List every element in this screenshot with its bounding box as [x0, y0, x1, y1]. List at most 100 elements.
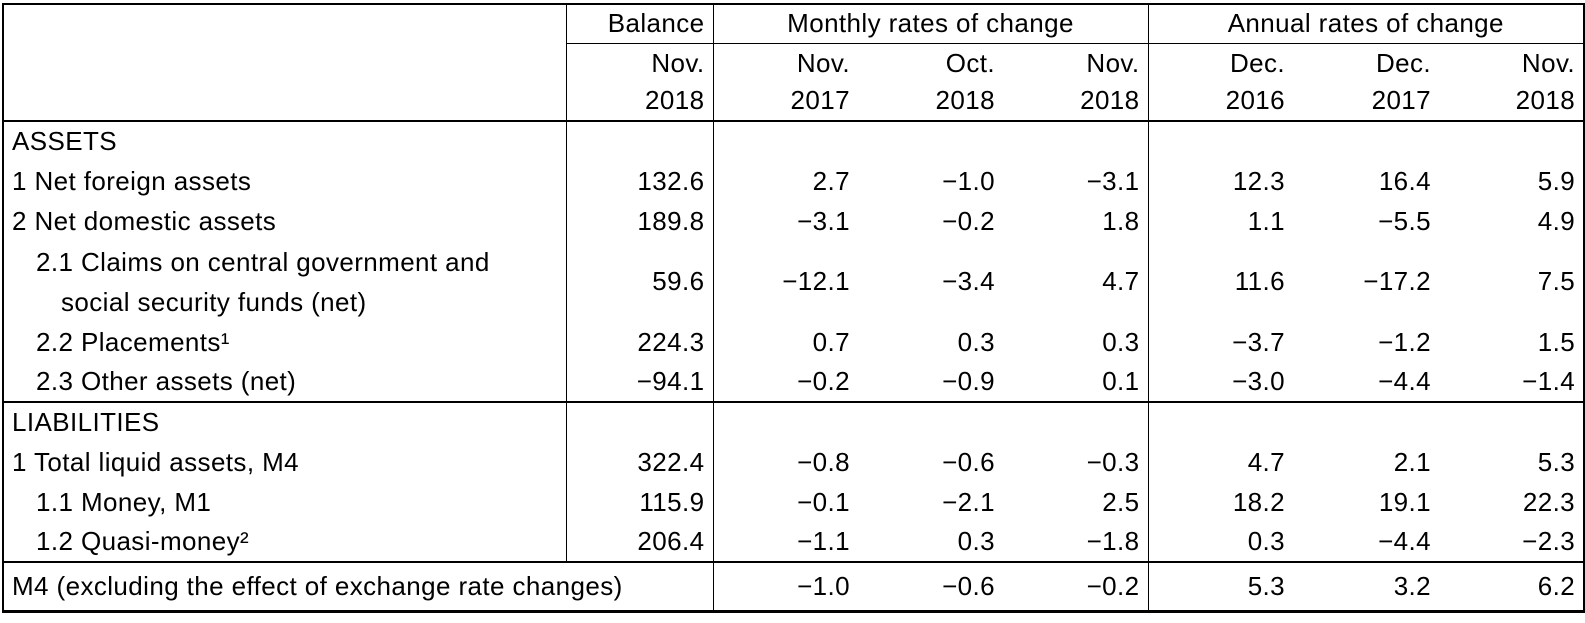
value-cell: −0.8	[712, 442, 858, 482]
value-cell: 0.7	[712, 322, 858, 362]
value-cell: 18.2	[1147, 482, 1294, 522]
value-cell: −3.0	[1147, 362, 1294, 402]
row-label: 2.3 Other assets (net)	[36, 366, 297, 396]
value-cell: 0.3	[957, 526, 995, 556]
value-cell: 5.9	[1537, 165, 1576, 196]
value-cell: 1.1	[1147, 201, 1294, 241]
period-month: Nov.	[651, 47, 705, 78]
value-cell: −0.6	[942, 446, 995, 477]
value-cell: −0.3	[1086, 446, 1140, 477]
value-cell: 4.9	[1537, 205, 1576, 236]
value-cell: −1.0	[942, 165, 995, 196]
value-cell: 22.3	[1522, 486, 1576, 517]
value-cell: 0.1	[1102, 366, 1140, 396]
period-header: Dec. 2016	[1147, 43, 1294, 122]
period-header: Oct. 2018	[858, 43, 1003, 122]
period-year: 2018	[1515, 84, 1576, 115]
value-cell: −3.4	[942, 266, 995, 296]
value-cell: 1.8	[1102, 205, 1140, 236]
period-month: Dec.	[1229, 47, 1286, 78]
row-label-line1: 2.1 Claims on central government and	[36, 246, 490, 277]
row-label: 1 Net foreign assets	[12, 165, 252, 196]
column-group-balance: Balance	[565, 4, 713, 44]
period-year: 2018	[935, 84, 995, 115]
value-cell: −1.4	[1522, 366, 1576, 396]
period-month: Oct.	[945, 47, 995, 78]
footer-row-m4-adjusted: M4 (excluding the effect of exchange rat…	[3, 561, 1585, 611]
value-cell: −3.7	[1147, 322, 1294, 362]
value-cell: −4.4	[1378, 526, 1432, 556]
value-cell: −12.1	[712, 241, 858, 322]
table-row: 2 Net domestic assets 189.8 −3.1 −0.2 1.…	[3, 201, 1584, 241]
value-cell: −0.2	[712, 362, 858, 402]
period-header: Nov. 2017	[712, 43, 858, 122]
value-cell: 0.3	[1102, 326, 1140, 357]
section-label: LIABILITIES	[3, 401, 566, 442]
value-cell: 2.5	[1102, 486, 1140, 517]
balance-cell: 115.9	[565, 482, 713, 522]
value-cell: −3.1	[1086, 165, 1140, 196]
empty-cell	[565, 121, 713, 161]
period-year: 2018	[645, 84, 705, 115]
period-month: Dec.	[1375, 47, 1432, 78]
value-cell: −0.1	[712, 482, 858, 522]
value-cell: −0.2	[1003, 561, 1149, 611]
value-cell: −3.1	[712, 201, 858, 241]
empty-cell	[1147, 121, 1585, 161]
row-label: 2 Net domestic assets	[12, 205, 277, 236]
balance-cell: 322.4	[565, 442, 713, 482]
value-cell: −4.4	[1378, 366, 1432, 396]
period-month: Nov.	[796, 47, 850, 78]
column-group-monthly: Monthly rates of change	[712, 4, 1149, 44]
value-cell: −1.0	[712, 561, 858, 611]
value-cell: 19.1	[1378, 486, 1432, 517]
period-header: Dec. 2017	[1293, 43, 1440, 122]
value-cell: −17.2	[1363, 266, 1432, 296]
value-cell: −0.9	[942, 366, 995, 396]
balance-cell: 189.8	[565, 201, 713, 241]
value-cell: −1.8	[1086, 526, 1140, 556]
empty-cell	[712, 401, 1149, 442]
value-cell: 2.7	[712, 161, 858, 201]
value-cell: 0.3	[957, 326, 995, 357]
table-row: 2.2 Placements¹ 224.3 0.7 0.3 0.3 −3.7 −…	[3, 322, 1584, 362]
table-row: 2.3 Other assets (net) −94.1 −0.2 −0.9 0…	[3, 362, 1584, 402]
value-cell: 1.5	[1537, 326, 1576, 357]
period-year: 2017	[1371, 84, 1432, 115]
balance-cell: −94.1	[565, 362, 713, 402]
value-cell: 2.1	[1393, 446, 1432, 477]
footer-label: M4 (excluding the effect of exchange rat…	[3, 561, 713, 611]
value-cell: −5.5	[1378, 205, 1432, 236]
row-label: 1.1 Money, M1	[36, 486, 212, 517]
period-header: Nov. 2018	[1439, 43, 1585, 122]
value-cell: −2.1	[942, 486, 995, 517]
value-cell: 0.3	[1147, 522, 1294, 562]
row-label-line2: social security funds (net)	[61, 286, 367, 317]
period-year: 2017	[790, 84, 850, 115]
period-month: Nov.	[1086, 47, 1140, 78]
value-cell: 7.5	[1537, 266, 1576, 296]
value-cell: 5.3	[1147, 561, 1294, 611]
table-row: 2.1 Claims on central government and soc…	[3, 241, 1584, 322]
period-year: 2018	[1080, 84, 1140, 115]
value-cell: 3.2	[1293, 561, 1440, 611]
value-cell: −0.6	[858, 561, 1003, 611]
table-row: 1.2 Quasi-money² 206.4 −1.1 0.3 −1.8 0.3…	[3, 522, 1584, 562]
row-label: 1.2 Quasi-money²	[36, 526, 250, 556]
value-cell: 11.6	[1147, 241, 1294, 322]
row-label: 1 Total liquid assets, M4	[12, 446, 299, 477]
value-cell: −2.3	[1522, 526, 1576, 556]
value-cell: 4.7	[1147, 442, 1294, 482]
row-label: 2.1 Claims on central government and soc…	[3, 241, 566, 322]
row-label: 2.2 Placements¹	[36, 326, 230, 357]
table-row: 1.1 Money, M1 115.9 −0.1 −2.1 2.5 18.2 1…	[3, 482, 1584, 522]
value-cell: 16.4	[1378, 165, 1432, 196]
table-row: 1 Total liquid assets, M4 322.4 −0.8 −0.…	[3, 442, 1584, 482]
empty-cell	[712, 121, 1149, 161]
period-year: 2016	[1225, 84, 1286, 115]
section-row-assets: ASSETS	[3, 121, 1585, 161]
section-label: ASSETS	[12, 126, 117, 156]
balance-cell: 132.6	[565, 161, 713, 201]
value-cell: 12.3	[1147, 161, 1294, 201]
balance-cell: 224.3	[565, 322, 713, 362]
